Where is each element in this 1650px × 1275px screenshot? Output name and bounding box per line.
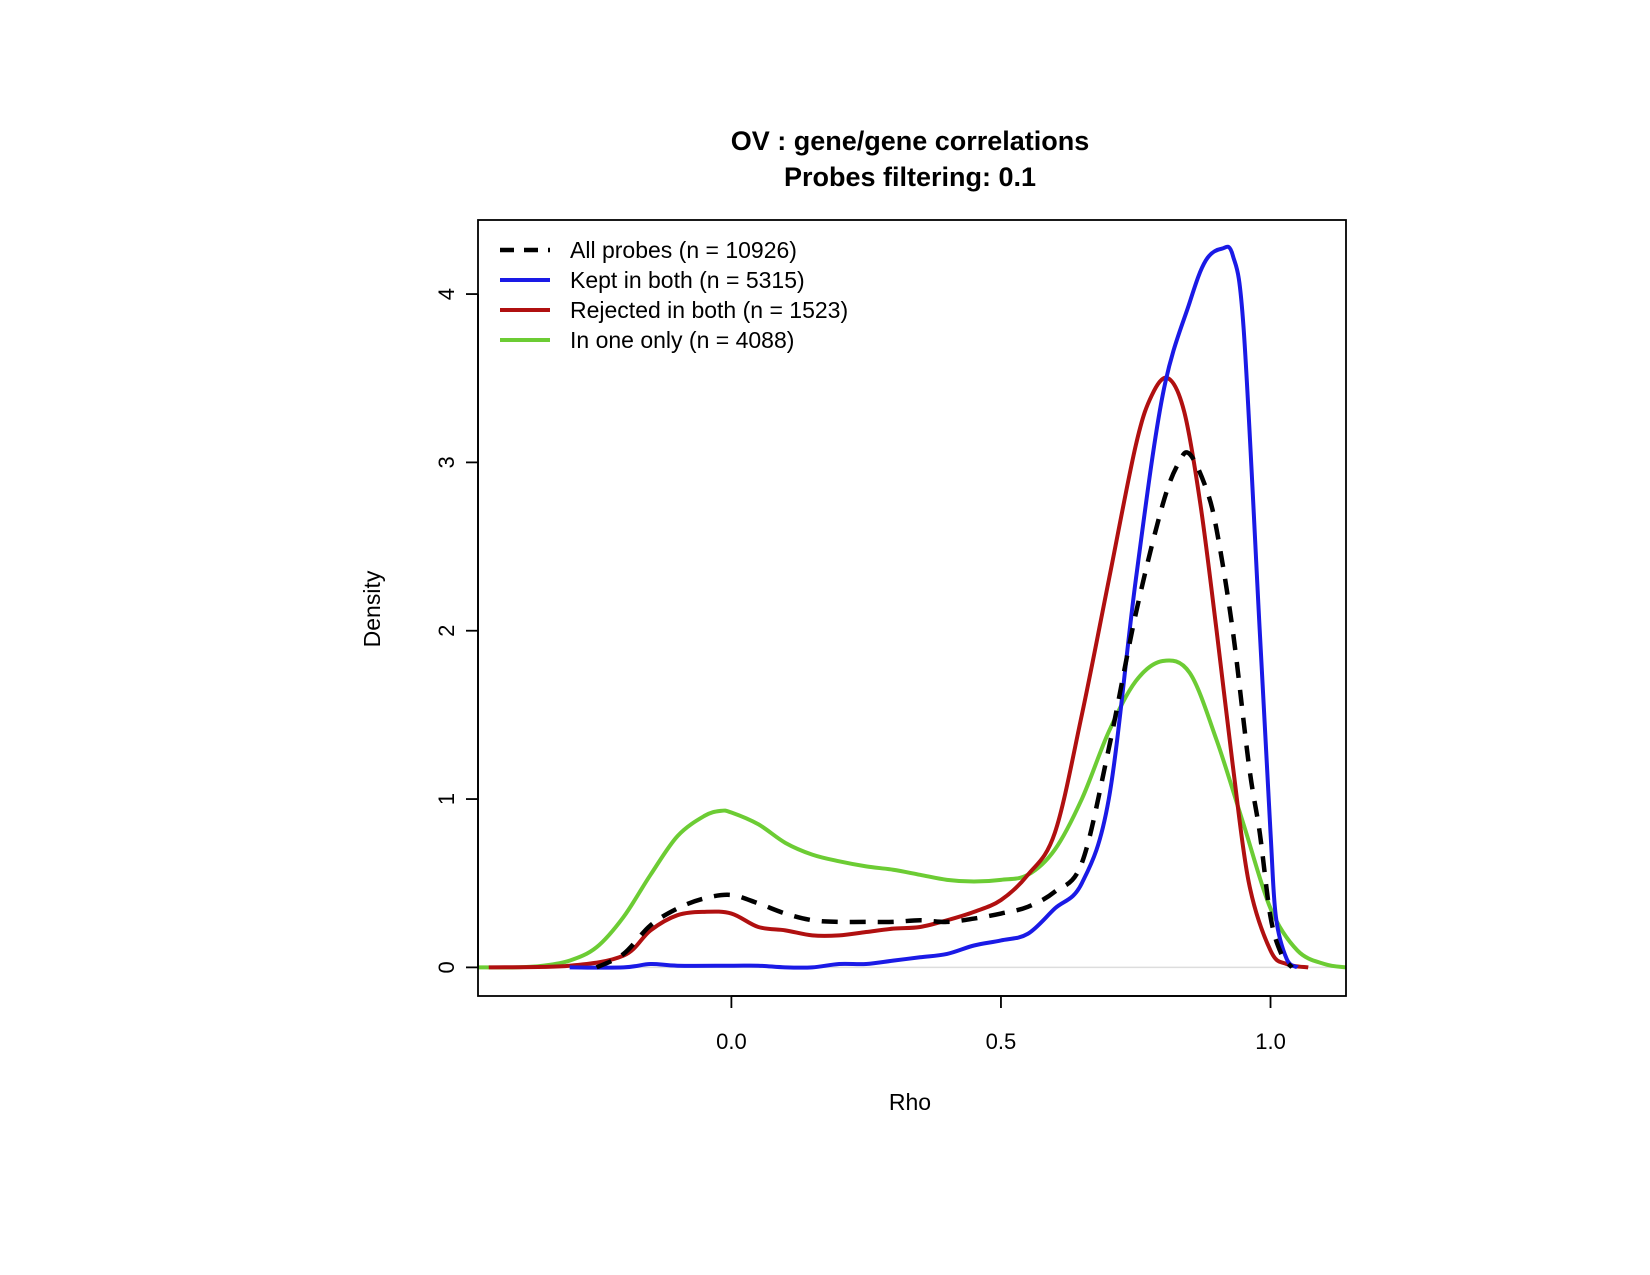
x-tick-label-1: 0.5 <box>986 1029 1017 1054</box>
y-tick-label-1: 1 <box>434 793 459 805</box>
x-axis: 0.0 0.5 1.0 <box>716 995 1286 1054</box>
series-line-3 <box>477 658 1347 970</box>
y-tick-label-0: 0 <box>434 961 459 973</box>
legend: All probes (n = 10926) Kept in both (n = … <box>500 237 848 353</box>
legend-label-3: In one only (n = 4088) <box>570 327 794 353</box>
legend-label-0: All probes (n = 10926) <box>570 237 797 263</box>
chart-title: OV : gene/gene correlations <box>731 126 1090 156</box>
y-axis-label: Density <box>359 570 385 647</box>
legend-label-1: Kept in both (n = 5315) <box>570 267 805 293</box>
x-axis-label: Rho <box>889 1089 931 1115</box>
y-tick-label-3: 3 <box>434 456 459 468</box>
series-layer <box>477 244 1347 970</box>
series-line-0 <box>595 450 1294 970</box>
x-tick-label-0: 0.0 <box>716 1029 747 1054</box>
y-axis: 0 1 2 3 4 <box>434 288 479 974</box>
x-tick-label-2: 1.0 <box>1255 1029 1286 1054</box>
legend-label-2: Rejected in both (n = 1523) <box>570 297 848 323</box>
y-tick-label-4: 4 <box>434 288 459 300</box>
series-line-2 <box>488 375 1309 970</box>
y-tick-label-2: 2 <box>434 625 459 637</box>
chart-subtitle: Probes filtering: 0.1 <box>784 162 1036 192</box>
series-line-1 <box>569 244 1299 970</box>
